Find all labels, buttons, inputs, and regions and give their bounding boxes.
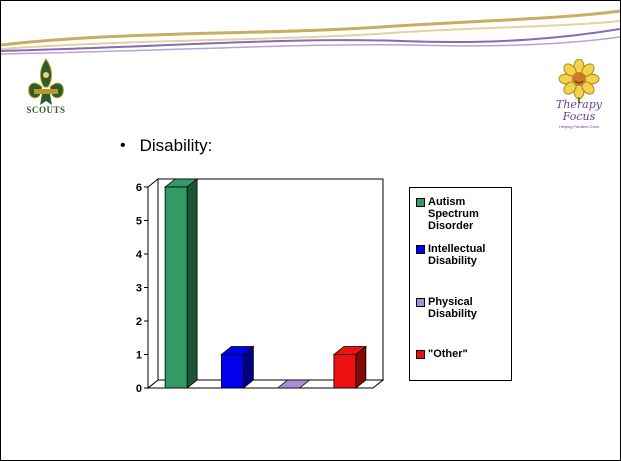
legend-swatch (416, 350, 425, 359)
therapy-focus-tagline: Helping Families Grow (558, 124, 600, 129)
bullet-dot-icon: • (120, 137, 126, 154)
sunflower-icon (558, 58, 600, 103)
chart-bars (163, 178, 368, 389)
y-tick-label: 5 (136, 216, 142, 228)
bar-3 (332, 345, 368, 389)
bar-front-face (333, 354, 357, 389)
bar-top-face (276, 379, 311, 389)
y-tick-label: 3 (136, 283, 142, 295)
bar-2 (276, 379, 311, 389)
bar-0 (163, 178, 199, 389)
chart-y-tick-labels: 0 1 2 3 4 5 6 (136, 182, 143, 395)
bullet-text: Disability: (139, 136, 213, 155)
y-tick-label: 4 (136, 249, 143, 261)
decorative-swoosh (1, 9, 620, 55)
legend-item-3: "Other" (416, 348, 513, 360)
legend-label: Physical Disability (428, 296, 477, 320)
scouts-logo: SCOUTS (25, 57, 67, 123)
y-tick-label: 0 (136, 383, 142, 395)
legend-item-1: Intellectual Disability (416, 243, 513, 267)
therapy-focus-line2: Focus (562, 110, 596, 123)
y-tick-label: 1 (136, 350, 142, 362)
chart-legend: Autism Spectrum Disorder Intellectual Dis… (409, 187, 512, 381)
bar-side-face (186, 178, 198, 389)
fleur-de-lis-icon (28, 58, 64, 105)
legend-item-0: Autism Spectrum Disorder (416, 196, 513, 232)
legend-swatch (416, 298, 425, 307)
legend-label: Intellectual Disability (428, 243, 486, 267)
y-tick-label: 6 (136, 182, 142, 194)
bar-1 (220, 345, 255, 389)
chart-side-wall (147, 177, 159, 390)
y-tick-label: 2 (136, 316, 142, 328)
bullet-item: • Disability: (120, 136, 212, 156)
legend-swatch (416, 198, 425, 207)
legend-item-2: Physical Disability (416, 296, 513, 320)
therapy-focus-logo: Therapy Focus Helping Families Grow (552, 58, 606, 151)
legend-label: "Other" (428, 348, 468, 360)
legend-label: Autism Spectrum Disorder (428, 196, 479, 232)
legend-swatch (416, 245, 425, 254)
bar-front-face (164, 186, 188, 389)
scouts-logo-text: SCOUTS (26, 105, 66, 115)
bar-front-face (220, 354, 244, 389)
therapy-focus-line1: Therapy (555, 98, 602, 111)
